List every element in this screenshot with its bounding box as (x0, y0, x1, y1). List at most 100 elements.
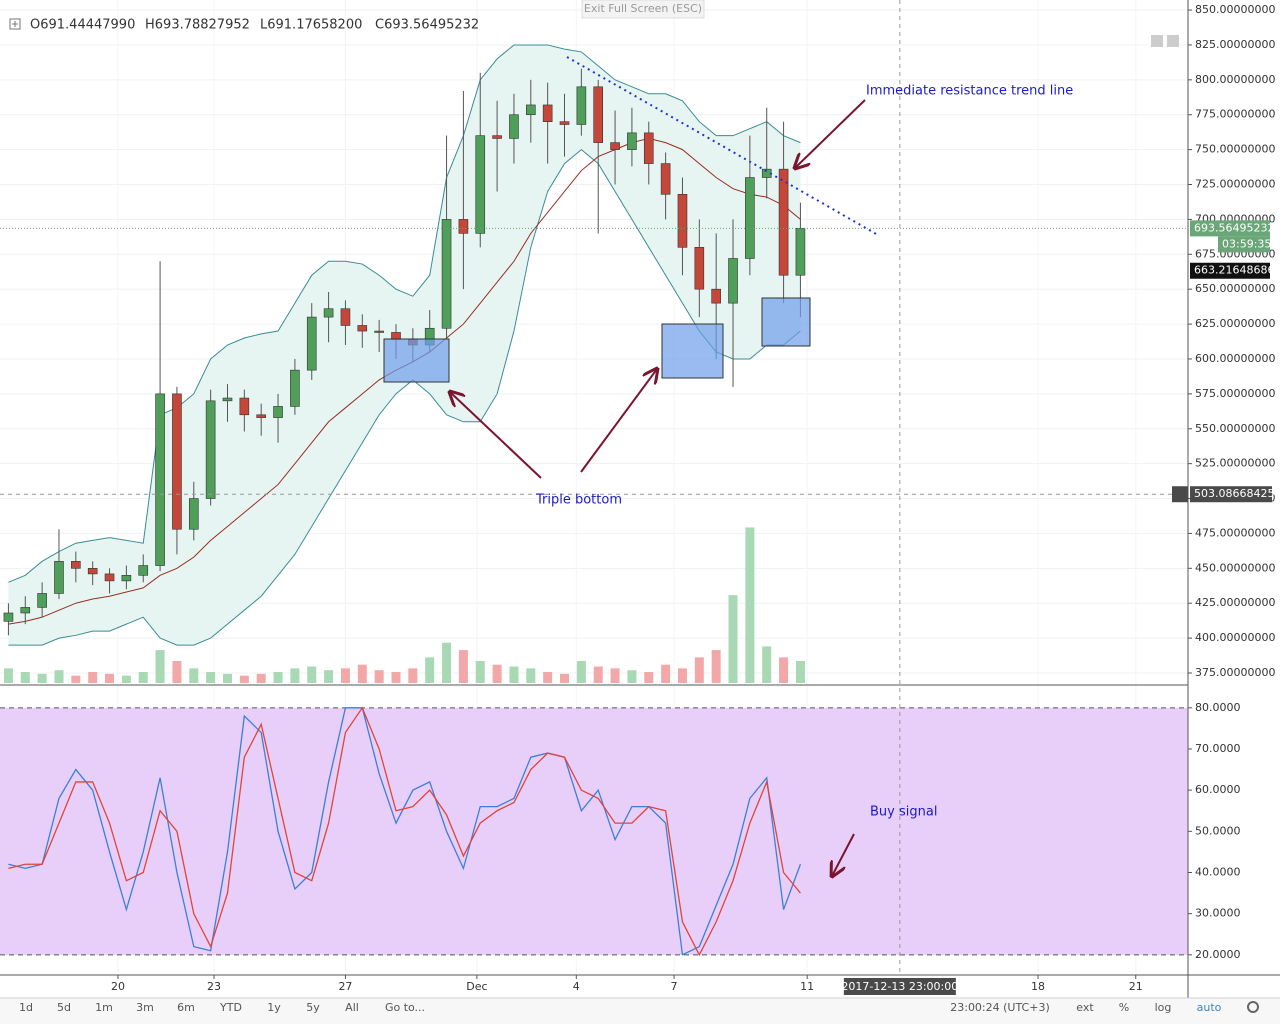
candle-body (542, 104, 553, 123)
volume-bar (88, 672, 98, 683)
range-button[interactable]: All (345, 1001, 359, 1014)
y-tick-label: 525.00000000 (1195, 457, 1275, 470)
crosshair-add[interactable] (1172, 486, 1188, 503)
volume-bar (138, 672, 148, 683)
volume-bar (728, 595, 738, 683)
range-button[interactable]: Go to... (385, 1001, 425, 1014)
range-button[interactable]: 5y (306, 1001, 320, 1014)
candle-body (441, 219, 452, 329)
volume-bar (509, 666, 519, 683)
candle-body (239, 397, 250, 416)
candle-body (458, 219, 469, 234)
annotation-arrow (450, 392, 542, 479)
y-tick-label: 375.00000000 (1195, 666, 1275, 679)
range-button[interactable]: 3m (136, 1001, 154, 1014)
volume-bar (442, 642, 452, 683)
range-button[interactable]: YTD (219, 1001, 242, 1014)
x-tick-label: 21 (1129, 980, 1143, 993)
volume-bar (172, 661, 182, 683)
volume-bar (576, 661, 586, 683)
annotation-arrow (580, 369, 657, 473)
volume-bar (71, 675, 81, 683)
volume-bar (779, 657, 789, 683)
volume-bar (374, 670, 384, 683)
y-tick-label: 850.00000000 (1195, 3, 1275, 16)
candle-body (374, 330, 384, 333)
volume-bar (795, 661, 805, 683)
annotation: Buy signal (870, 805, 937, 820)
stoch-line (8, 707, 802, 956)
volume-bar (189, 668, 199, 683)
pane-button[interactable] (1167, 35, 1179, 47)
volume-bar (222, 673, 232, 683)
pane-button[interactable] (1151, 35, 1163, 47)
candle-body (492, 135, 502, 139)
y-tick-label: 80.0000 (1195, 701, 1241, 714)
toolbar (0, 999, 1280, 1024)
annotation: Triple bottom (535, 493, 622, 508)
option-button[interactable]: log (1155, 1001, 1172, 1014)
option-button[interactable]: auto (1197, 1001, 1222, 1014)
candle-body (593, 86, 604, 143)
y-tick-label: 20.0000 (1195, 948, 1241, 961)
candle-body (205, 400, 216, 499)
candle-body (256, 414, 266, 418)
range-button[interactable]: 1d (19, 1001, 33, 1014)
candle-body (660, 163, 671, 195)
exit-fullscreen-button[interactable] (581, 0, 705, 19)
price-label-box (1190, 220, 1270, 237)
candle-body (138, 565, 149, 576)
volume-bar (340, 668, 350, 683)
range-button[interactable]: 5d (57, 1001, 71, 1014)
y-tick-label: 575.00000000 (1195, 387, 1275, 400)
candle-body (643, 132, 654, 164)
candle-body (526, 104, 536, 116)
timer-box (1218, 236, 1270, 253)
option-button[interactable]: % (1119, 1001, 1129, 1014)
toggle-icon[interactable] (9, 18, 21, 30)
crosshair-y-box (1190, 486, 1272, 503)
volume-bar (492, 664, 502, 683)
toolbar-items: 1d 5d 1m 3m 6m YTD 1y 5y All Go to... 23:00:24 (UT… (19, 1001, 1222, 1014)
clock: 23:00:24 (UTC+3) (950, 1001, 1050, 1014)
ohlc-low: L691.17658200 (260, 18, 362, 33)
y-tick-label: 425.00000000 (1195, 596, 1275, 609)
volume-bar (458, 650, 468, 683)
volume-bar (3, 668, 13, 683)
x-tick-label: Dec (466, 980, 487, 993)
range-button[interactable]: 1m (95, 1001, 113, 1014)
bottom-box (661, 323, 724, 379)
volume-bar (155, 650, 165, 683)
candle-body (576, 86, 587, 125)
candle-body (121, 574, 132, 582)
candle-body (509, 114, 519, 139)
volume-bar (273, 672, 283, 683)
candle-body (188, 498, 199, 530)
bollinger-lower (8, 148, 801, 646)
range-button[interactable]: 6m (177, 1001, 195, 1014)
price-label-box (1190, 262, 1270, 279)
option-button[interactable]: ext (1076, 1001, 1094, 1014)
bottom-box (761, 297, 811, 347)
y-tick-label: 725.00000000 (1195, 178, 1275, 191)
candle-body (3, 612, 14, 622)
volume-bar (661, 664, 671, 683)
y-tick-label: 650.00000000 (1195, 282, 1275, 295)
range-button[interactable]: 1y (267, 1001, 281, 1014)
candle-body (71, 561, 81, 569)
annotation-arrow (832, 833, 855, 876)
volume-bar (206, 672, 216, 683)
annotation-arrow (795, 99, 866, 168)
volume-bar (475, 661, 485, 683)
crosshair-y-label: 503.08668425 (1194, 487, 1274, 500)
ohlc-open: O691.44447990 (30, 18, 135, 33)
x-tick-label: 4 (573, 980, 580, 993)
x-tick-label: 23 (207, 980, 221, 993)
settings-icon[interactable] (1247, 1001, 1259, 1013)
volume-bar (307, 666, 317, 683)
x-tick-label: 11 (800, 980, 814, 993)
y-tick-label: 40.0000 (1195, 865, 1241, 878)
volume-bar (543, 672, 553, 683)
y-tick-label: 60.0000 (1195, 783, 1241, 796)
